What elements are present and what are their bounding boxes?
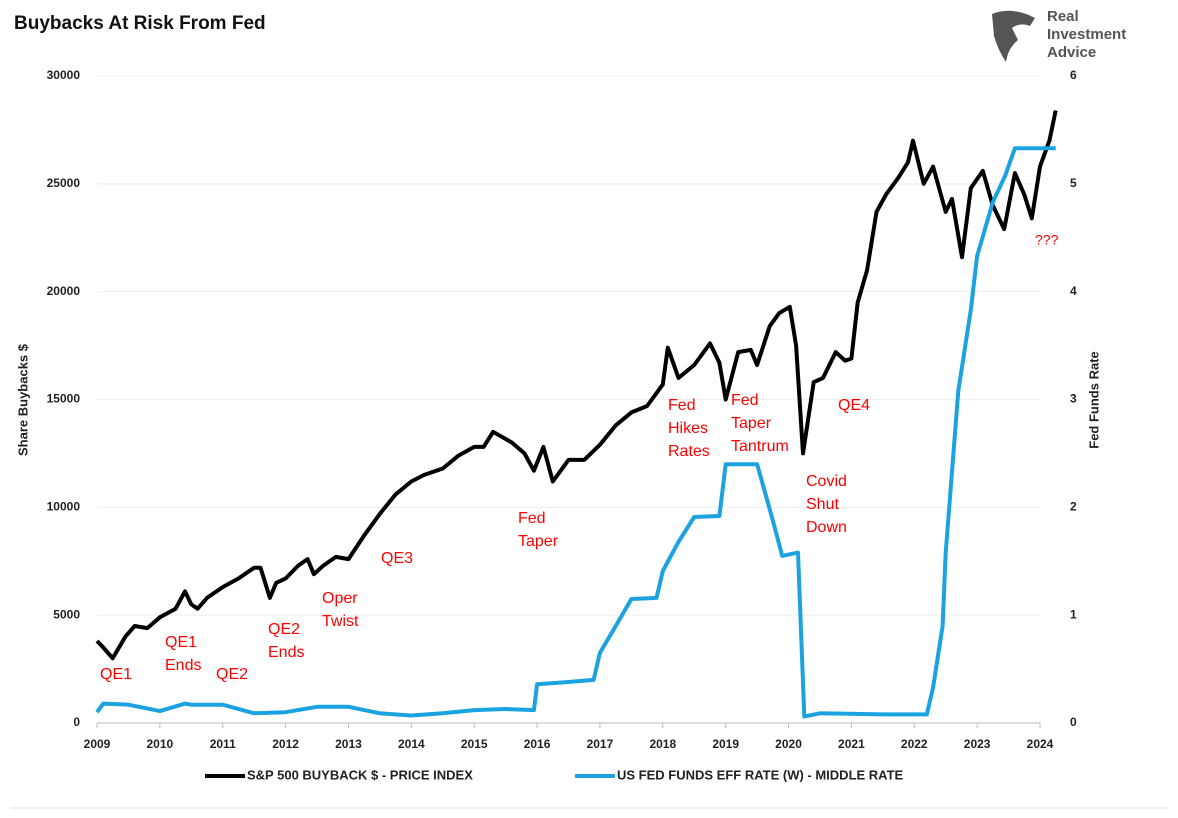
annotation: Fed (518, 510, 546, 527)
logo: Real Investment Advice (992, 8, 1126, 63)
annotation: Hikes (668, 420, 708, 437)
y-tick-label: 30000 (47, 68, 81, 82)
x-tick-label: 2019 (712, 737, 739, 751)
annotation: Rates (668, 443, 710, 460)
y-tick-label: 10000 (47, 500, 81, 514)
x-tick-label: 2022 (901, 737, 928, 751)
series-line (95, 146, 1056, 719)
y2-tick-label: 5 (1070, 176, 1077, 190)
annotation: Twist (322, 613, 359, 630)
annotation: Fed (668, 397, 696, 414)
y-axis-label: Share Buybacks $ (15, 343, 30, 456)
chart-title: Buybacks At Risk From Fed (14, 13, 266, 34)
annotation: Oper (322, 590, 358, 607)
x-tick-label: 2014 (398, 737, 425, 751)
y2-tick-label: 1 (1070, 607, 1077, 621)
y2-tick-label: 4 (1070, 284, 1077, 298)
y2-tick-label: 3 (1070, 392, 1077, 406)
x-tick-label: 2016 (524, 737, 551, 751)
x-tick-label: 2012 (272, 737, 299, 751)
x-tick-label: 2020 (775, 737, 802, 751)
annotation: QE1 (165, 634, 197, 651)
annotation: Taper (731, 415, 772, 432)
y-tick-label: 20000 (47, 284, 81, 298)
annotation: QE2 (268, 621, 300, 638)
annotation: Covid (806, 473, 847, 490)
y2-tick-label: 6 (1070, 68, 1077, 82)
x-tick-label: 2013 (335, 737, 362, 751)
y-tick-label: 25000 (47, 176, 81, 190)
y2-axis-label: Fed Funds Rate (1086, 351, 1101, 449)
annotation: ??? (1035, 232, 1059, 248)
y-tick-label: 5000 (53, 607, 80, 621)
x-tick-label: 2023 (964, 737, 991, 751)
annotation: QE3 (381, 550, 413, 567)
y2-tick-label: 2 (1070, 500, 1077, 514)
x-tick-label: 2021 (838, 737, 865, 751)
annotation: QE2 (216, 666, 248, 683)
series-line (95, 110, 1058, 661)
x-tick-label: 2009 (84, 737, 111, 751)
annotation: Ends (165, 657, 201, 674)
y-tick-label: 15000 (47, 392, 81, 406)
annotation: QE4 (838, 397, 870, 414)
annotation: Shut (806, 496, 839, 513)
annotation: Ends (268, 644, 304, 661)
y2-tick-label: 0 (1070, 715, 1077, 729)
logo-text: Real (1047, 8, 1079, 25)
x-tick-label: 2024 (1027, 737, 1054, 751)
annotation: Taper (518, 533, 559, 550)
x-tick-label: 2011 (210, 737, 236, 751)
x-tick-label: 2015 (461, 737, 488, 751)
annotation: QE1 (100, 666, 132, 683)
x-tick-label: 2018 (649, 737, 676, 751)
logo-text: Investment (1047, 26, 1126, 43)
y-tick-label: 0 (73, 715, 80, 729)
legend-label: US FED FUNDS EFF RATE (W) - MIDDLE RATE (617, 767, 904, 782)
x-tick-label: 2017 (587, 737, 614, 751)
logo-icon (992, 10, 1035, 63)
x-tick-label: 2010 (147, 737, 174, 751)
annotation: Down (806, 519, 847, 536)
annotation: Fed (731, 392, 759, 409)
legend-label: S&P 500 BUYBACK $ - PRICE INDEX (247, 767, 473, 782)
logo-text: Advice (1047, 44, 1096, 61)
annotation: Tantrum (731, 438, 789, 455)
